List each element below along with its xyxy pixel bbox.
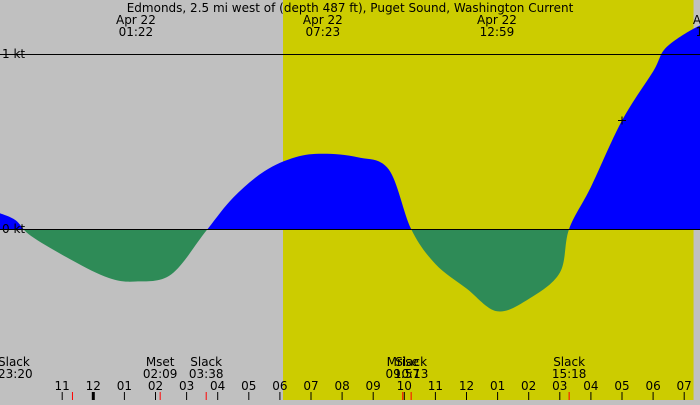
hour-tick-label: 06 xyxy=(645,379,660,393)
y-tick-label-0kt: 0 kt xyxy=(2,222,25,236)
hour-tick-label: 11 xyxy=(428,379,443,393)
hour-tick-label: 01 xyxy=(117,379,132,393)
bottom-event-time: 09:57 xyxy=(385,367,420,381)
top-event-date: Apr 22 xyxy=(477,13,517,27)
bottom-event-label: Slack xyxy=(395,355,427,369)
top-event-time: 12:59 xyxy=(480,25,515,39)
hour-tick-label: 07 xyxy=(303,379,318,393)
hour-tick-label: 05 xyxy=(614,379,629,393)
hour-tick-label: 08 xyxy=(334,379,349,393)
top-event-date: Apr 22 xyxy=(303,13,343,27)
hour-tick-label: 02 xyxy=(148,379,163,393)
hour-axis: 11 12 01 02 03 04 05 06 07 08 09 10 11 12 01 02 03 04 05 06… xyxy=(55,379,692,400)
bottom-event-time: 10:13 xyxy=(394,367,429,381)
hour-tick-label: 03 xyxy=(552,379,567,393)
hour-tick-label: 02 xyxy=(521,379,536,393)
bottom-event-label: Slack xyxy=(190,355,222,369)
hour-tick-label: 11 xyxy=(55,379,70,393)
top-event-time: 19:55 xyxy=(696,25,700,39)
top-event-date: Apr 22 xyxy=(693,13,700,27)
bottom-event-time: 15:18 xyxy=(552,367,587,381)
hour-tick-label: 04 xyxy=(210,379,225,393)
chart-title: Edmonds, 2.5 mi west of (depth 487 ft), … xyxy=(127,1,574,15)
bottom-event-time: 23:20 xyxy=(0,367,33,381)
hour-tick-label: 05 xyxy=(241,379,256,393)
y-tick-label-1kt: 1 kt xyxy=(2,47,25,61)
bottom-event-label: Slack xyxy=(0,355,30,369)
top-event-time: 07:23 xyxy=(306,25,341,39)
bottom-event-time: 02:09 xyxy=(143,367,178,381)
top-event-date: Apr 22 xyxy=(116,13,156,27)
bottom-event-label: Mrise xyxy=(387,355,419,369)
hour-tick-label: 01 xyxy=(490,379,505,393)
bottom-event-label: Slack xyxy=(553,355,585,369)
hour-tick-label: 06 xyxy=(272,379,287,393)
bottom-event-time: 03:38 xyxy=(189,367,224,381)
flood-area xyxy=(0,25,700,229)
hour-tick-label: 03 xyxy=(179,379,194,393)
hour-tick-label: 12 xyxy=(86,379,101,393)
bottom-event-labels: Slack23:20Mset02:09Slack03:38Mrise09:57S… xyxy=(0,355,586,381)
cursor-marker xyxy=(618,116,626,125)
ebb-area xyxy=(0,229,700,312)
bottom-event-label: Mset xyxy=(146,355,175,369)
hour-tick-label: 07 xyxy=(677,379,692,393)
hour-tick-label: 12 xyxy=(459,379,474,393)
hour-tick-label: 09 xyxy=(366,379,381,393)
hour-tick-label: 10 xyxy=(397,379,412,393)
top-event-time: 01:22 xyxy=(119,25,154,39)
current-fills xyxy=(0,25,700,312)
hour-tick-label: 04 xyxy=(583,379,598,393)
